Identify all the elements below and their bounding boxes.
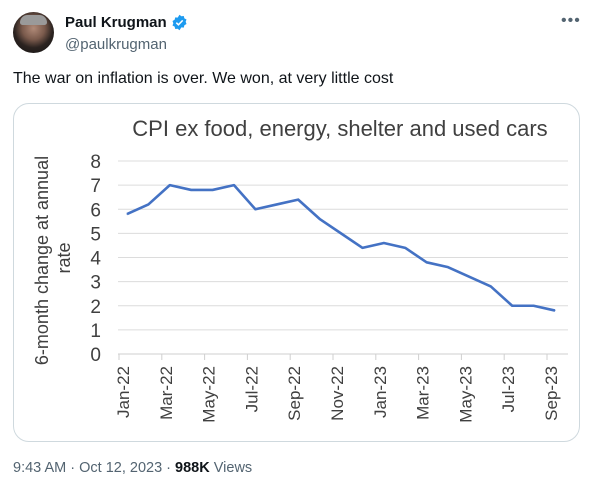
x-tick-label: Jul-23 [499,366,518,412]
separator: · [166,460,172,476]
views-label: Views [213,460,253,476]
x-tick-label: Nov-22 [328,366,347,421]
y-axis-title: 6-month change at annual rate [32,151,74,365]
y-tick-label: 3 [90,273,101,294]
data-point [319,218,321,220]
data-point [490,285,492,287]
data-point [361,247,363,249]
data-point [169,184,171,186]
data-point [554,310,556,312]
data-point [254,208,256,210]
chart-title: CPI ex food, energy, shelter and used ca… [132,116,547,141]
tweet-date[interactable]: Oct 12, 2023 [79,460,163,476]
verified-badge-icon [172,14,187,31]
x-tick-label: May-22 [200,366,219,423]
tweet-text: The war on inflation is over. We won, at… [13,70,394,87]
y-axis-title-line1: 6-month change at annual [32,156,52,365]
author-handle[interactable]: @paulkrugman [65,36,167,53]
data-point [383,242,385,244]
data-point [147,203,149,205]
y-axis-title-line2: rate [54,242,74,273]
data-point [212,189,214,191]
data-point [447,266,449,268]
y-tick-label: 8 [90,152,101,173]
views-count: 988K [175,460,210,476]
y-tick-label: 1 [90,321,101,342]
data-point [340,232,342,234]
data-point [426,261,428,263]
y-tick-label: 7 [90,176,101,197]
data-point [404,247,406,249]
data-point [276,203,278,205]
avatar[interactable] [13,12,54,53]
x-tick-label: Jan-23 [371,366,390,418]
x-tick-label: Jul-22 [242,366,261,412]
data-point [233,184,235,186]
x-tick-label: Jan-22 [114,366,133,418]
y-tick-label: 0 [90,345,101,366]
y-tick-label: 6 [90,200,101,221]
tweet-time[interactable]: 9:43 AM [13,460,67,476]
separator: · [70,460,76,476]
author-name-row: Paul Krugman [65,14,188,31]
x-tick-label: May-23 [456,366,475,423]
author-name[interactable]: Paul Krugman [65,14,167,31]
y-tick-label: 4 [90,249,101,270]
data-point [190,189,192,191]
x-tick-label: Sep-23 [542,366,561,421]
more-horizontal-icon[interactable]: ••• [561,12,581,29]
x-tick-label: Mar-22 [157,366,176,420]
data-point [533,305,535,307]
series-line [126,183,556,312]
data-point [468,276,470,278]
x-tick-label: Sep-22 [285,366,304,421]
tweet-footer: 9:43 AM · Oct 12, 2023 · 988K Views [13,460,252,476]
x-tick-label: Mar-23 [414,366,433,420]
chart-image-card[interactable] [13,103,580,442]
data-point [511,305,513,307]
y-tick-label: 5 [90,224,101,245]
data-point [126,213,128,215]
data-point [297,199,299,201]
y-tick-label: 2 [90,297,101,318]
